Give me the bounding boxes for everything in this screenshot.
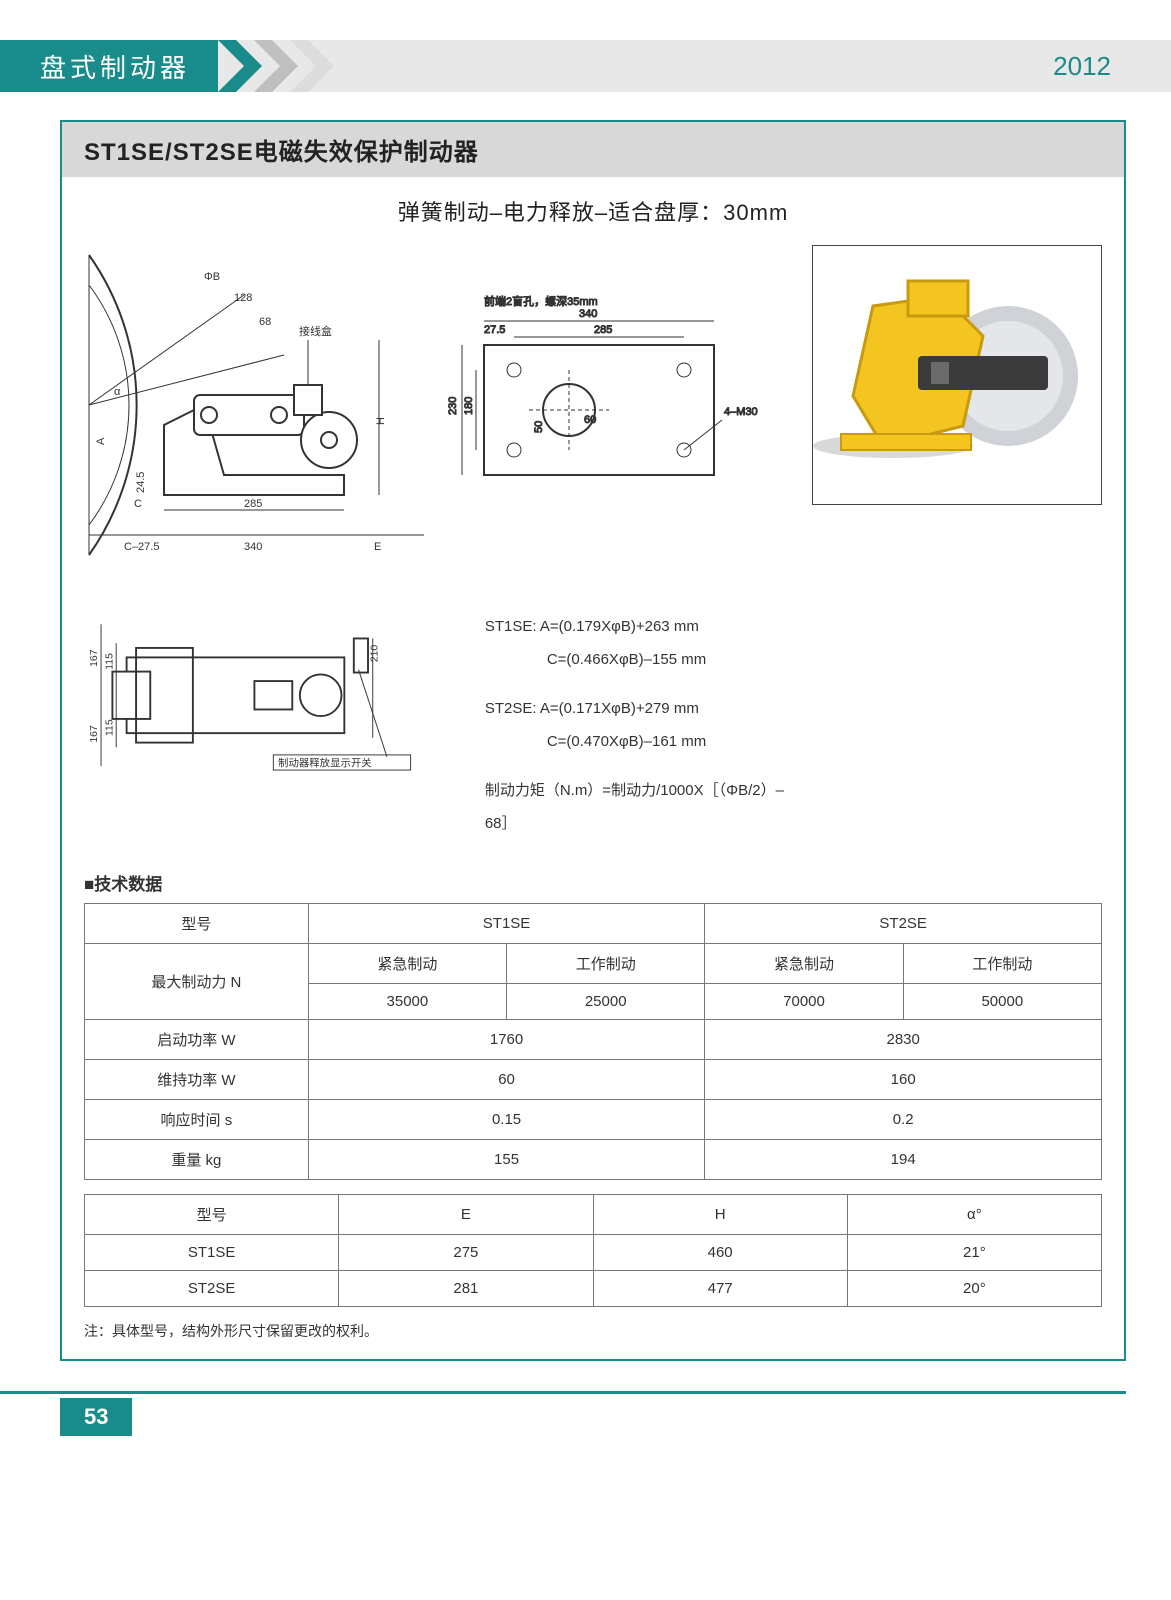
th-emerg-2: 紧急制动 (705, 944, 903, 984)
dim-s115a: 115 (104, 653, 115, 670)
page-content: ST1SE/ST2SE电磁失效保护制动器 弹簧制动–电力释放–适合盘厚：30mm… (60, 120, 1126, 1361)
cell-st1-hold: 60 (308, 1060, 705, 1100)
formula-st1se-c: C=(0.466XφB)–155 mm (485, 643, 798, 676)
formula-st2se-a: ST2SE: A=(0.171XφB)+279 mm (485, 692, 798, 725)
th-holdpower: 维持功率 W (85, 1060, 309, 1100)
dim-C: C (134, 498, 142, 510)
th-response: 响应时间 s (85, 1100, 309, 1140)
product-title: ST1SE/ST2SE电磁失效保护制动器 (62, 122, 1124, 177)
page-number: 53 (60, 1398, 132, 1436)
cell-r1-E: 281 (339, 1271, 593, 1307)
cell-r0-alpha: 21° (847, 1235, 1101, 1271)
dim-v230: 230 (447, 397, 459, 415)
footer-bar: 53 (0, 1391, 1126, 1441)
diagram-area: ΦB 128 68 α 接线盒 C (62, 245, 1124, 860)
dim-68: 68 (259, 316, 271, 328)
dim-H: H (375, 417, 387, 425)
cell-st2-resp: 0.2 (705, 1100, 1102, 1140)
drawing-front-mounting: ΦB 128 68 α 接线盒 C (84, 245, 784, 605)
dim-v180: 180 (463, 397, 475, 415)
th-startpower: 启动功率 W (85, 1020, 309, 1060)
th-maxforce: 最大制动力 N (85, 944, 309, 1020)
dim-s115b: 115 (104, 719, 115, 736)
dim-A: A (95, 437, 107, 445)
dim-E: E (374, 541, 381, 553)
cell-r0-model: ST1SE (85, 1235, 339, 1271)
th-model: 型号 (85, 904, 309, 944)
cell-r0-H: 460 (593, 1235, 847, 1271)
formula-st1se-a: ST1SE: A=(0.179XφB)+263 mm (485, 610, 798, 643)
product-photo (812, 245, 1102, 505)
cell-st2-wt: 194 (705, 1140, 1102, 1180)
th-work-2: 工作制动 (903, 944, 1101, 984)
cell-st1-wt: 155 (308, 1140, 705, 1180)
dim-C275: C–27.5 (124, 541, 159, 553)
dim-top27: 27.5 (484, 324, 505, 336)
th-st1se: ST1SE (308, 904, 705, 944)
label-junction-box: 接线盒 (299, 324, 332, 338)
formula-torque: 制动力矩（N.m）=制动力/1000X［（ΦB/2）–68］ (485, 774, 798, 840)
cell-st2-emerg: 70000 (705, 984, 903, 1020)
th-st2se: ST2SE (705, 904, 1102, 944)
cell-st1-work: 25000 (507, 984, 705, 1020)
top-banner: 盘式制动器 2012 (0, 40, 1171, 92)
th-dim-alpha: α° (847, 1195, 1101, 1235)
table-row: ST2SE 281 477 20° (85, 1271, 1102, 1307)
cell-r1-model: ST2SE (85, 1271, 339, 1307)
dim-alpha: α (114, 386, 121, 398)
year-label: 2012 (1053, 51, 1111, 82)
cell-st1-start: 1760 (308, 1020, 705, 1060)
table-row: ST1SE 275 460 21° (85, 1235, 1102, 1271)
cell-st2-work: 50000 (903, 984, 1101, 1020)
dim-s167a: 167 (89, 649, 100, 667)
dim-phib: ΦB (204, 271, 220, 283)
cell-st1-resp: 0.15 (308, 1100, 705, 1140)
category-title: 盘式制动器 (0, 40, 218, 92)
dim-s167b: 167 (89, 725, 100, 743)
cell-r1-alpha: 20° (847, 1271, 1101, 1307)
th-work-1: 工作制动 (507, 944, 705, 984)
banner-left: 盘式制动器 (0, 40, 358, 92)
th-dim-H: H (593, 1195, 847, 1235)
th-dim-model: 型号 (85, 1195, 339, 1235)
th-emerg-1: 紧急制动 (308, 944, 506, 984)
product-subtitle: 弹簧制动–电力释放–适合盘厚：30mm (62, 195, 1124, 227)
label-hole-note: 前端2盲孔，螺深35mm (484, 294, 598, 308)
formula-block: ST1SE: A=(0.179XφB)+263 mm C=(0.466XφB)–… (485, 610, 798, 840)
cell-st1-emerg: 35000 (308, 984, 506, 1020)
dim-v50: 50 (533, 421, 545, 433)
chevron-decoration (218, 40, 358, 92)
spec-table-main: 型号 ST1SE ST2SE 最大制动力 N 紧急制动 工作制动 紧急制动 工作… (84, 903, 1102, 1180)
dim-340: 340 (244, 541, 262, 553)
dim-245: 24.5 (135, 472, 147, 493)
th-dim-E: E (339, 1195, 593, 1235)
drawing-side: 167 167 115 115 210 制动器释放显示开关 (84, 610, 425, 790)
th-weight: 重量 kg (85, 1140, 309, 1180)
footnote: 注：具体型号，结构外形尺寸保留更改的权利。 (84, 1321, 1102, 1341)
dim-top285: 285 (594, 324, 612, 336)
cell-r1-H: 477 (593, 1271, 847, 1307)
cell-r0-E: 275 (339, 1235, 593, 1271)
spec-table-dims: 型号 E H α° ST1SE 275 460 21° ST2SE 281 47… (84, 1194, 1102, 1307)
dim-h60: 60 (584, 414, 596, 426)
label-4m30: 4–M30 (724, 406, 758, 418)
tech-data-header: ■技术数据 (84, 870, 1102, 895)
dim-s210: 210 (369, 645, 380, 663)
cell-st2-start: 2830 (705, 1020, 1102, 1060)
dim-top340: 340 (579, 308, 597, 320)
dim-128: 128 (234, 292, 252, 304)
dim-285: 285 (244, 498, 262, 510)
technical-drawings: ΦB 128 68 α 接线盒 C (84, 245, 798, 840)
cell-st2-hold: 160 (705, 1060, 1102, 1100)
label-release-switch: 制动器释放显示开关 (278, 756, 372, 769)
formula-st2se-c: C=(0.470XφB)–161 mm (485, 725, 798, 758)
